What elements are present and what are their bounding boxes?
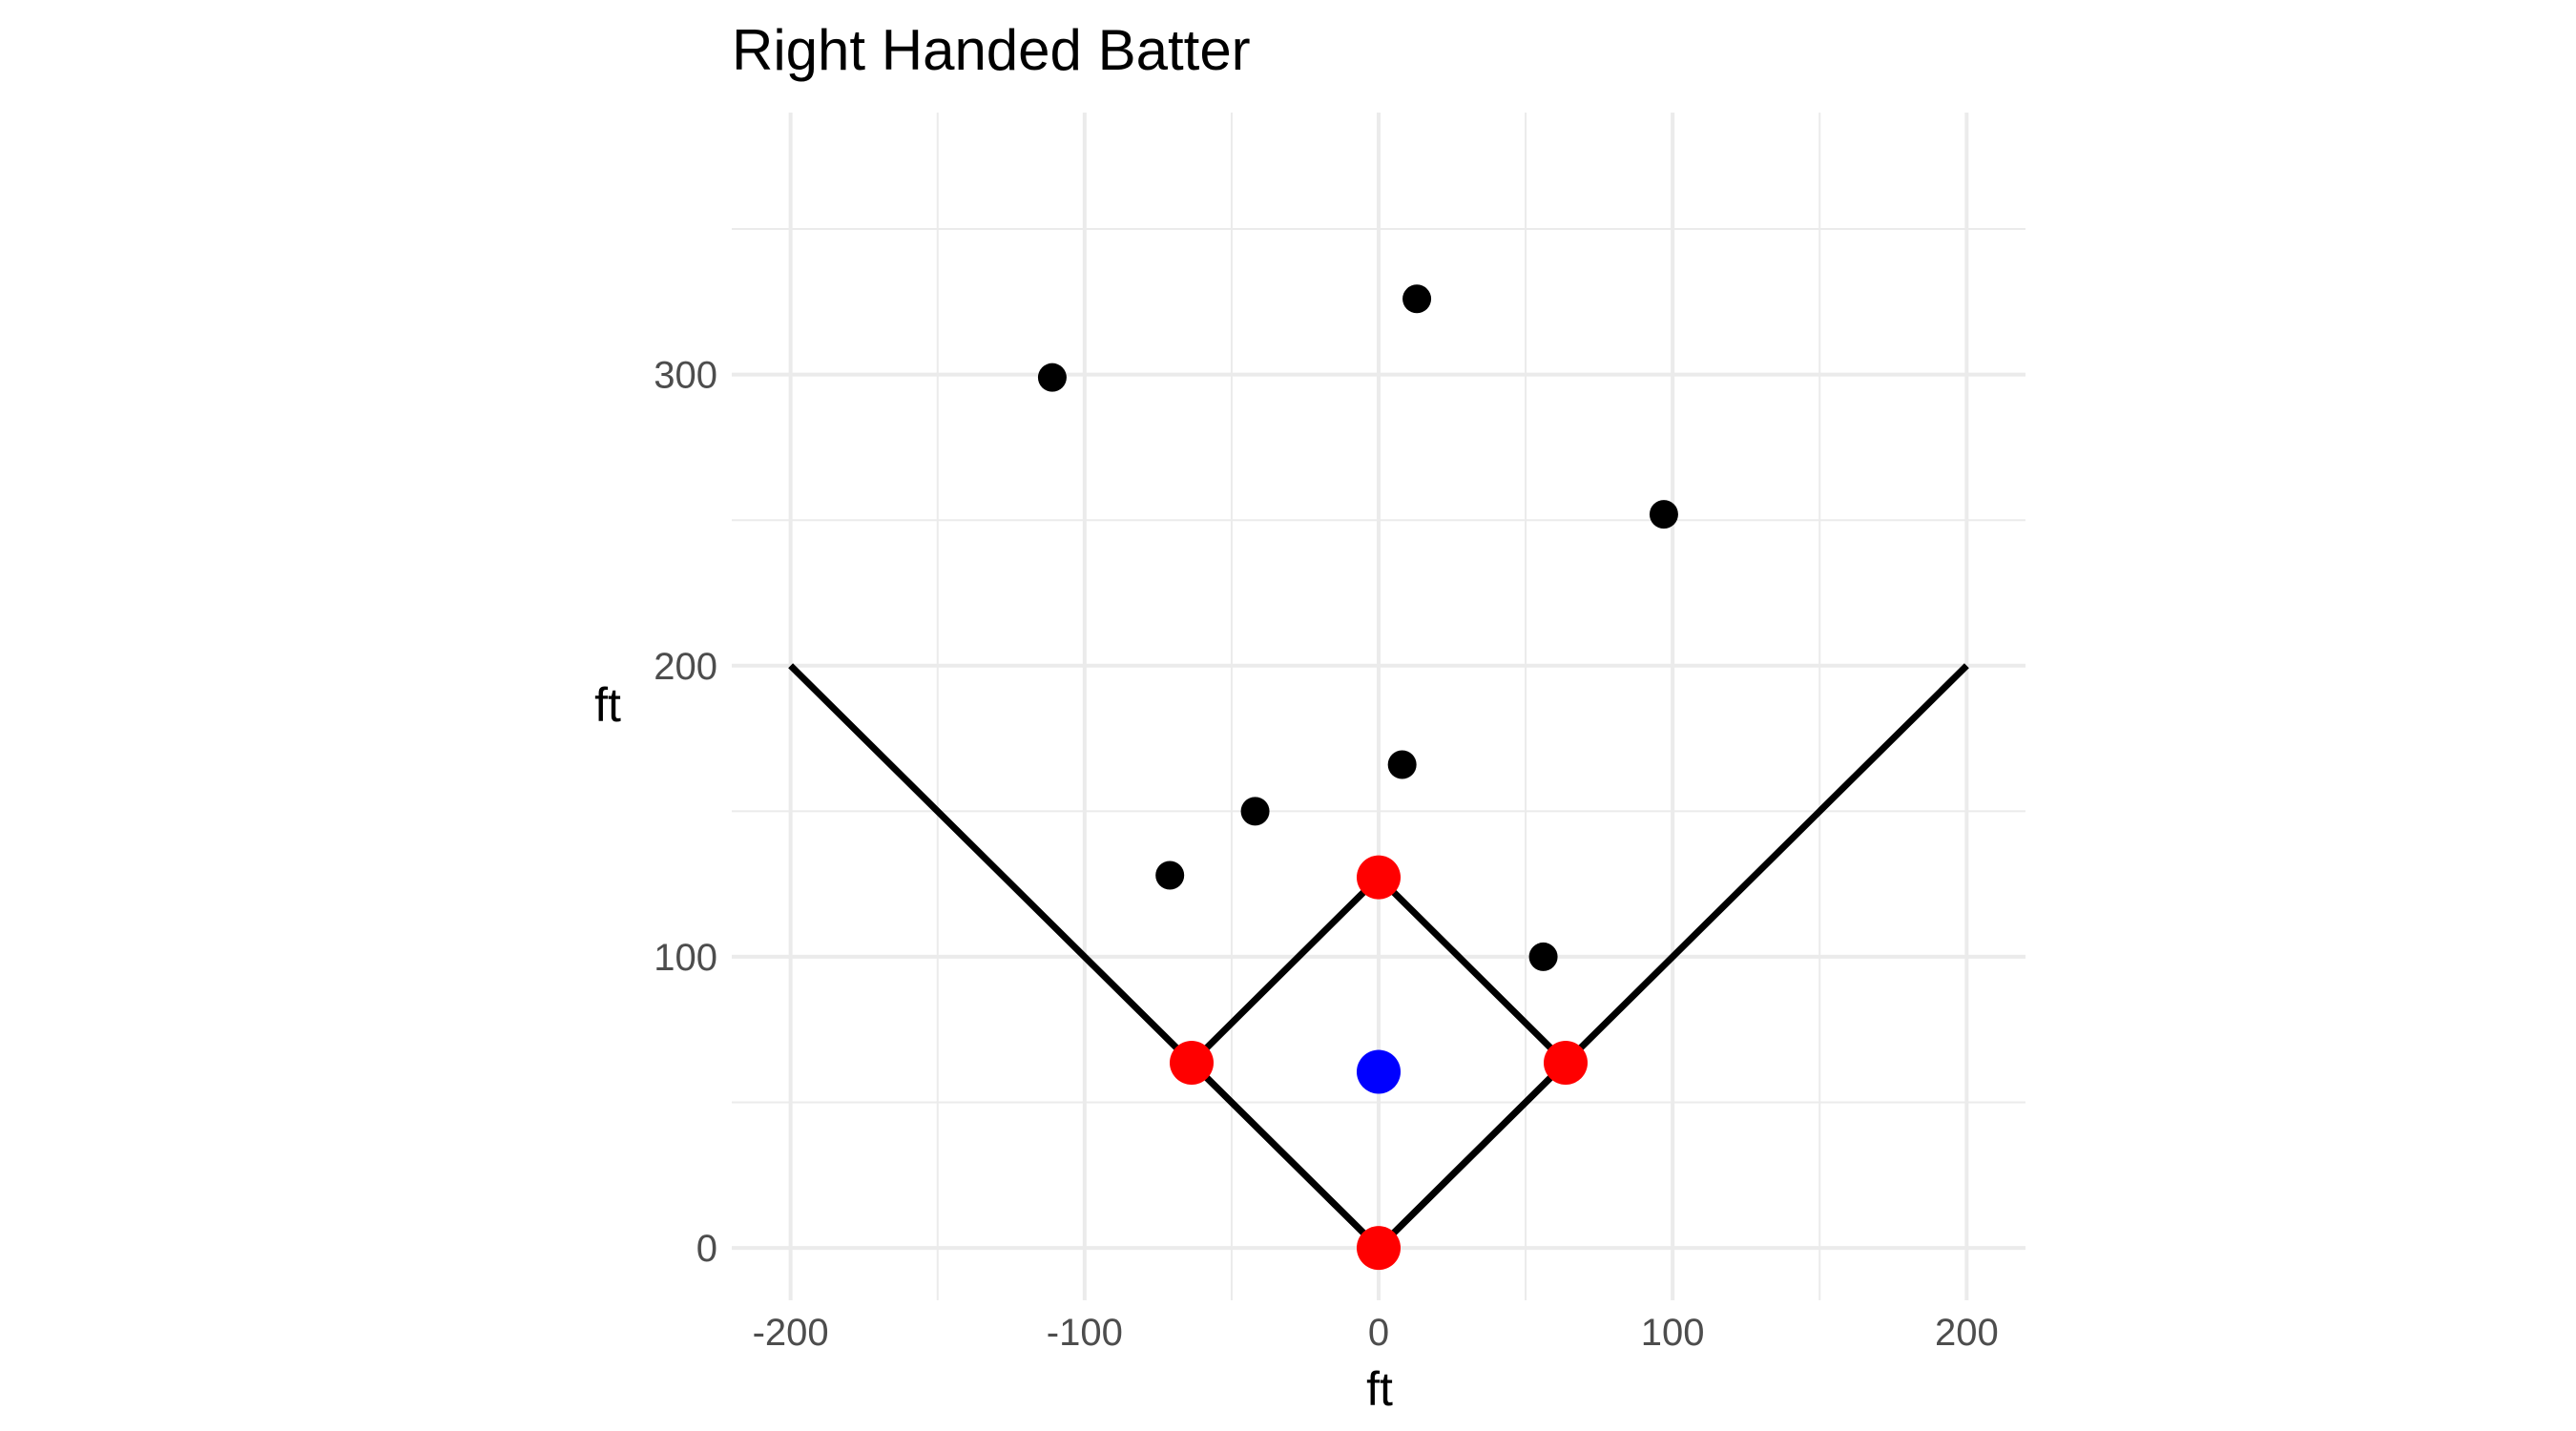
y-axis-ticks: 0 100 200 300 (654, 355, 717, 1270)
base-point (1544, 1041, 1589, 1085)
y-tick-label: 200 (654, 646, 717, 688)
hit-point (1387, 750, 1417, 779)
grid (732, 113, 2025, 1300)
hit-point (1155, 861, 1185, 890)
data-points (1037, 284, 1678, 1271)
chart-title: Right Handed Batter (732, 18, 1251, 82)
x-tick-label: 200 (1935, 1312, 1999, 1354)
x-axis-title: ft (1366, 1362, 1393, 1416)
base-point (1357, 855, 1401, 900)
hit-point (1240, 797, 1270, 826)
base-point (1169, 1041, 1214, 1085)
y-tick-label: 300 (654, 355, 717, 397)
x-tick-label: -100 (1047, 1312, 1123, 1354)
pitcher-point (1357, 1049, 1401, 1094)
hit-point (1402, 284, 1432, 314)
y-axis-title: ft (594, 678, 621, 732)
x-tick-label: 100 (1641, 1312, 1705, 1354)
x-tick-label: -200 (753, 1312, 829, 1354)
x-axis-ticks: -200 -100 0 100 200 (753, 1312, 1999, 1354)
hit-point (1528, 942, 1558, 971)
base-point (1357, 1226, 1401, 1271)
hit-point (1037, 363, 1067, 392)
x-tick-label: 0 (1368, 1312, 1389, 1354)
hit-point (1649, 500, 1678, 529)
y-tick-label: 100 (654, 937, 717, 979)
y-tick-label: 0 (696, 1228, 717, 1270)
